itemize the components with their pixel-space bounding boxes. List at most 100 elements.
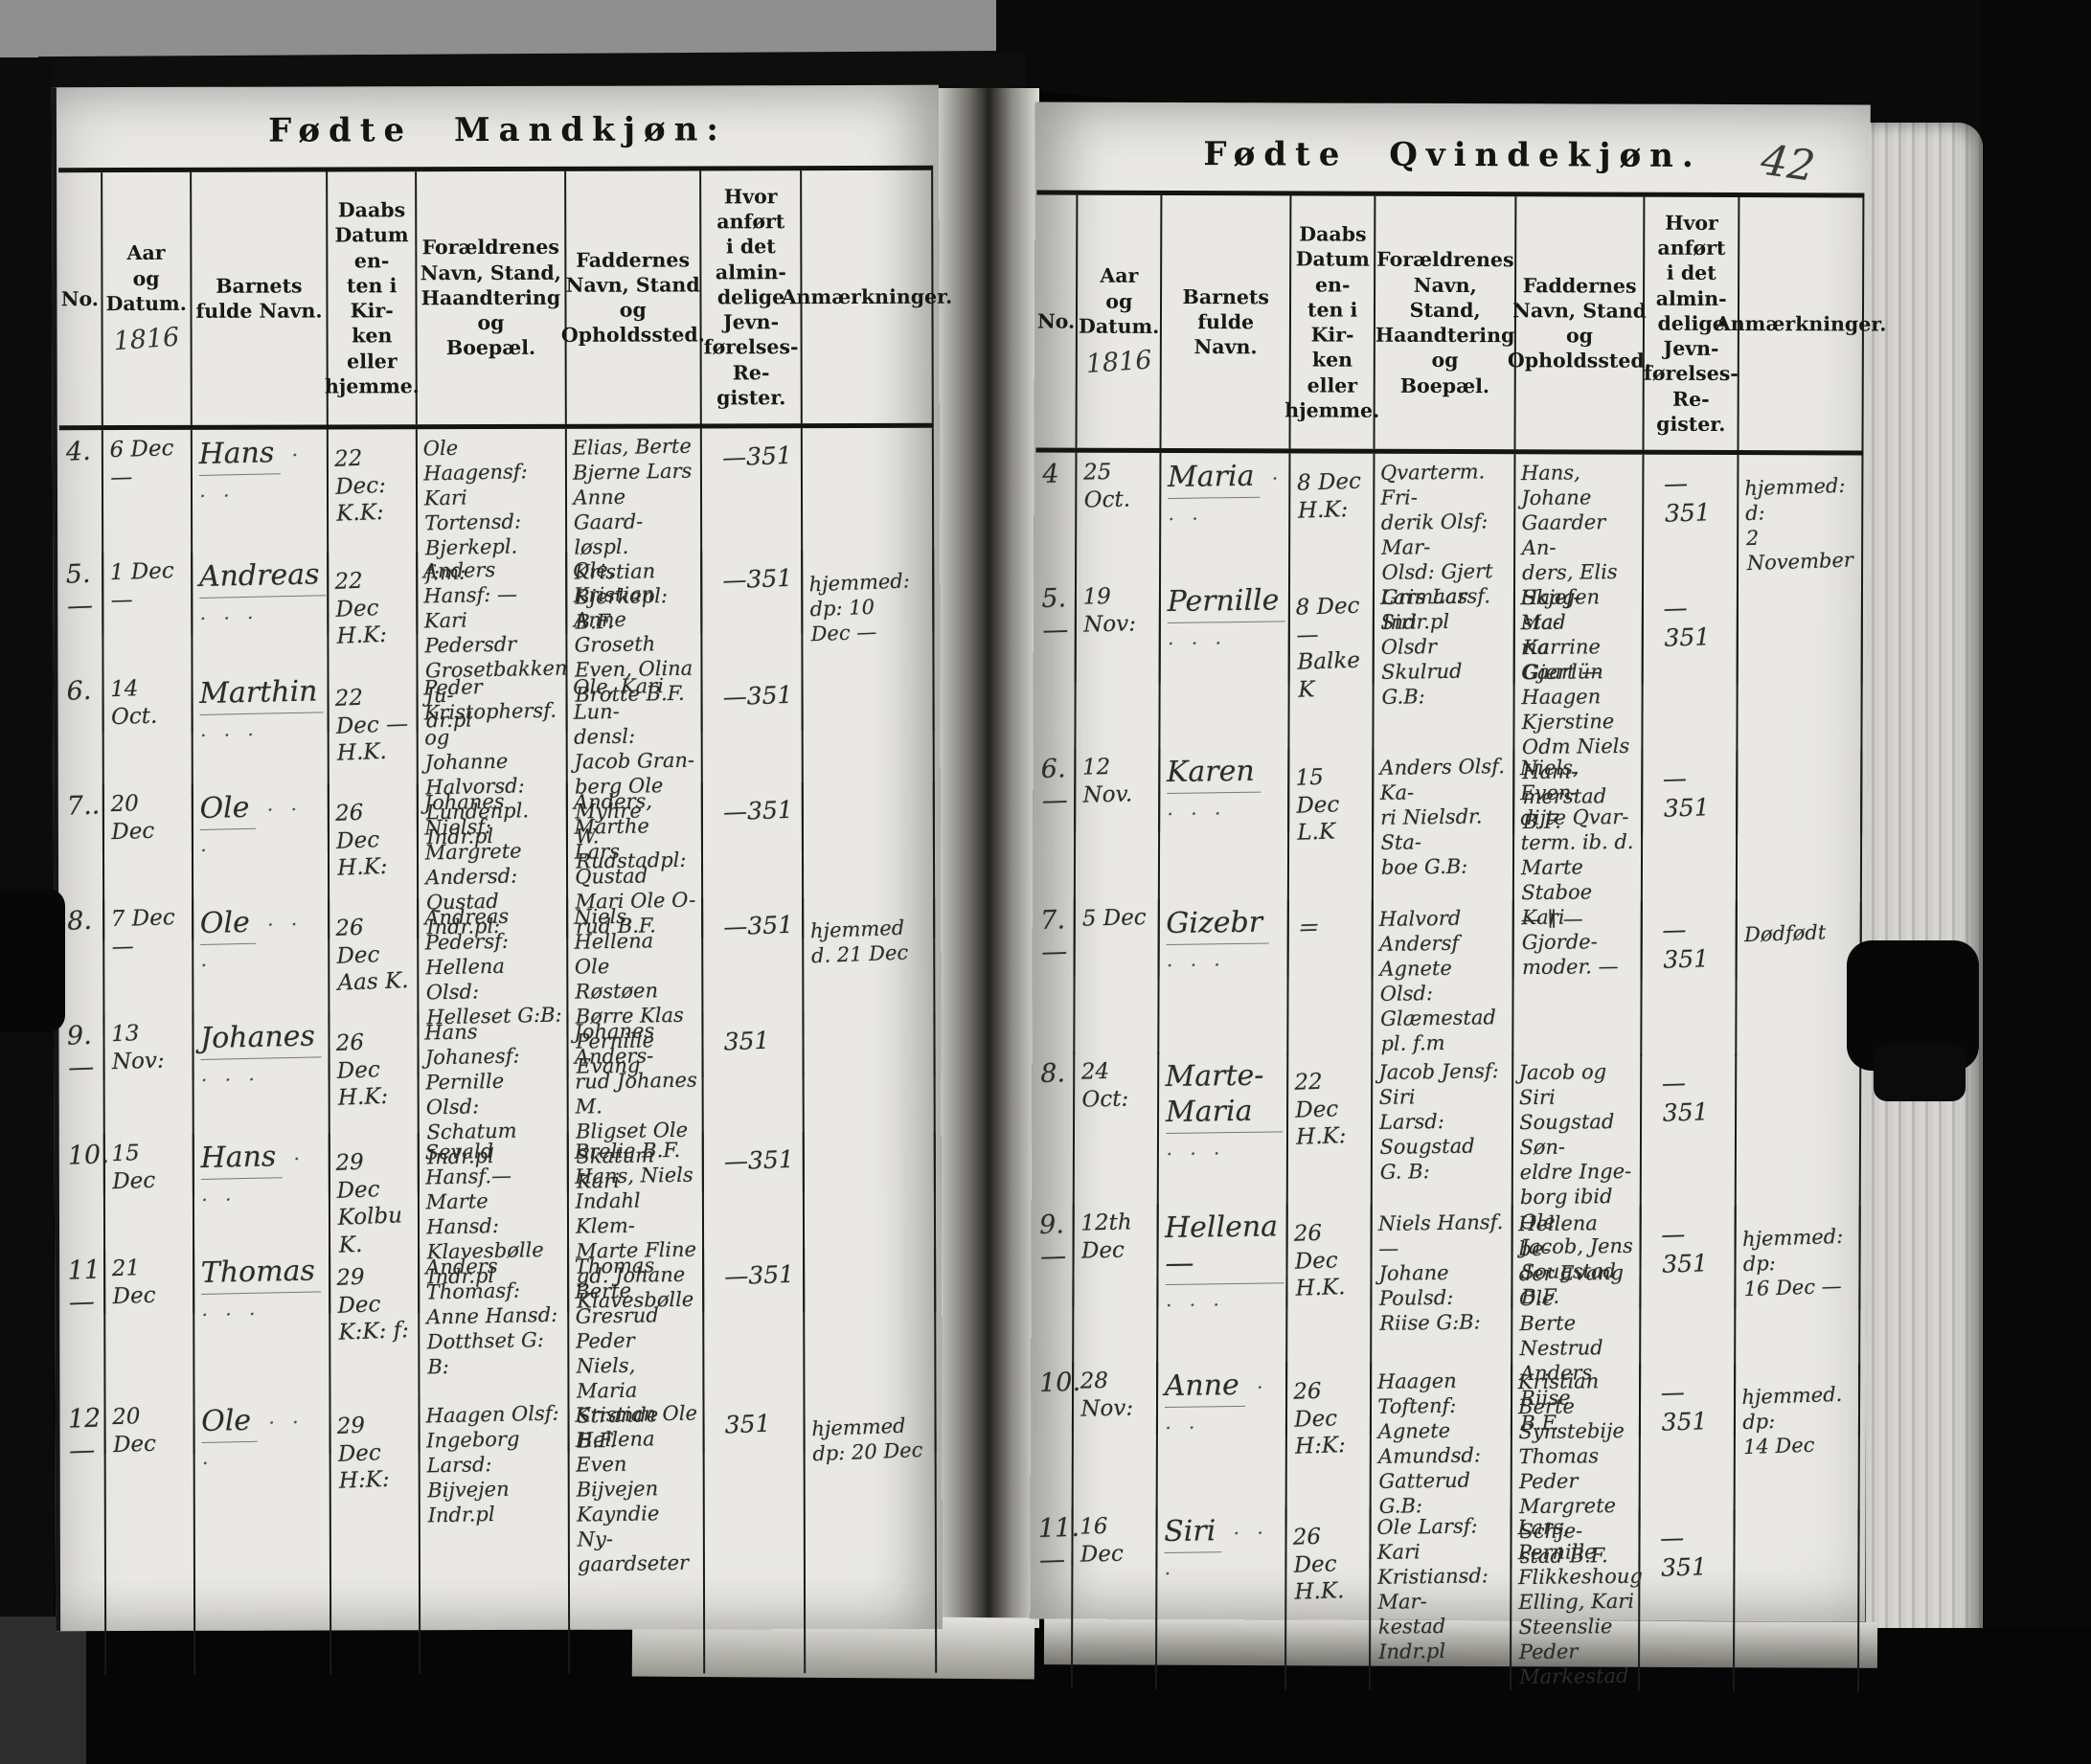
handwritten-no: 8.: [1039, 1058, 1066, 1090]
column-header-text: No.: [1036, 309, 1076, 333]
photo-bottom-left-corner: [0, 1617, 86, 1764]
handwritten-baptism: 26 Dec H.K:: [335, 1029, 389, 1111]
name-filler-dots: · · ·: [1166, 1293, 1226, 1318]
column-header-4: Forældrenes Navn, Stand, Haandtering og …: [1375, 195, 1517, 450]
cell-baptism: ＝: [1288, 899, 1375, 1056]
child-name: Hans: [197, 435, 281, 477]
handwritten-date: 12th Dec: [1080, 1210, 1133, 1264]
cell-name: Gizebr · · ·: [1159, 899, 1289, 1055]
handwritten-no: 11.—: [1037, 1512, 1080, 1576]
handwritten-parents: Halvord Andersf Agnete Olsd: Glæmestad p…: [1378, 906, 1497, 1056]
handwritten-name: Thomas · · ·: [200, 1253, 326, 1330]
handwritten-baptism: 26 Dec H:K:: [1292, 1378, 1347, 1459]
name-filler-dots: · · ·: [199, 722, 260, 748]
name-filler-dots: · · ·: [1166, 1142, 1226, 1166]
handwritten-register: —351: [721, 441, 793, 472]
handwritten-baptism: 29 Dec K:K: f:: [336, 1264, 410, 1346]
handwritten-name: Pernille · · ·: [1167, 582, 1286, 659]
handwritten-remarks: hjemmed: dp: 16 Dec —: [1741, 1224, 1844, 1301]
cell-godparents: Niels, Even- dijte Qvar- term. ib. d. Ma…: [1513, 749, 1644, 981]
child-name: Ole: [199, 904, 256, 946]
handwritten-date: 13 Nov:: [110, 1021, 165, 1074]
handwritten-remarks: hjemmed: d: 2 November: [1744, 473, 1854, 576]
handwritten-name: Ole · · ·: [200, 1401, 327, 1479]
handwritten-no: 4.: [65, 436, 92, 467]
handwritten-parents: Andreas Pedersf: Hellena Olsd: Helleset …: [424, 904, 563, 1029]
handwritten-no: 7..: [66, 790, 101, 822]
cell-date: 16 Dec: [1073, 1506, 1158, 1690]
column-header-text: Barnets fulde Navn.: [195, 274, 323, 323]
child-name: Ole: [200, 1402, 258, 1444]
child-name: Hellena —: [1165, 1209, 1285, 1286]
handwritten-date: 1 Dec —: [109, 558, 174, 613]
child-name: Anne: [1164, 1367, 1246, 1409]
handwritten-date: 6 Dec —: [108, 436, 174, 490]
handwritten-baptism: 22 Dec H.K:: [334, 568, 388, 649]
handwritten-baptism: 29 Dec Kolbu K.: [335, 1149, 403, 1258]
cell-no: 7. —: [1034, 898, 1077, 1054]
handwritten-year: 1816: [1084, 345, 1153, 380]
handwritten-name: Siri · · ·: [1164, 1512, 1282, 1589]
handwritten-godparents: Lars, Pernille Flikkeshoug Elling, Kari …: [1517, 1515, 1644, 1689]
handwritten-date: 5 Dec: [1081, 905, 1148, 932]
handwritten-register: —351: [722, 680, 793, 712]
left-record-table: No. Aar og Datum. 1816 Barnets fulde Navn. D…: [58, 165, 952, 1676]
cell-baptism: 26 Dec H.K.: [1286, 1507, 1372, 1690]
column-header-text: Aar og Datum.: [105, 241, 187, 315]
handwritten-register: —351: [723, 1259, 795, 1291]
handwritten-parents: Niels Hansf.— Johane Poulsd: Riise G:B:: [1377, 1210, 1504, 1336]
handwritten-name: Ole · · ·: [198, 788, 325, 866]
handwritten-date: 20 Dec: [109, 791, 155, 845]
handwritten-register: —351: [1662, 764, 1711, 823]
left-page-fodte-mandkjon: Fødte Mandkjøn: No. Aar og Datum. 1816 Barn…: [51, 84, 952, 1676]
column-header-2: Barnets fulde Navn.: [191, 171, 330, 425]
book-clasp-right-stud: [1874, 1044, 1966, 1101]
cell-baptism: 29 Dec H:K:: [330, 1396, 421, 1675]
record-row: 9.— 13 Nov: Johanes · · · 26 Dec H.K: Hans J…: [60, 1011, 936, 1195]
handwritten-register: —351: [1661, 916, 1710, 974]
column-header-text: Faddernes Navn, Stand og Opholdssted.: [1507, 273, 1651, 373]
cell-parents: Ole Larsf: Kari Kristiansd: Mar- kestad …: [1371, 1507, 1512, 1691]
handwritten-register: —351: [1659, 1524, 1708, 1582]
handwritten-name: Hans · · ·: [199, 1138, 326, 1215]
column-header-1: Aar og Datum. 1816: [1077, 194, 1163, 449]
column-header-text: No.: [60, 287, 99, 311]
record-row: 7. — 5 Dec Gizebr · · · ＝ Halvord Andersf Ag…: [1034, 898, 1862, 1057]
column-header-text: Faddernes Navn, Stand og Opholdssted.: [560, 248, 705, 348]
handwritten-register: —351: [1663, 469, 1712, 528]
book-clasp-left: [0, 889, 65, 1032]
name-filler-dots: · · ·: [200, 1067, 261, 1093]
column-header-5: Faddernes Navn, Stand og Opholdssted.: [1508, 196, 1651, 450]
handwritten-name: Marthin · · ·: [198, 673, 325, 751]
handwritten-baptism: ＝: [1295, 916, 1319, 942]
name-filler-dots: · · ·: [1168, 631, 1228, 656]
handwritten-no: 10.: [67, 1140, 110, 1171]
handwritten-baptism: 22 Dec — H.K.: [334, 685, 409, 766]
left-table-header: No. Aar og Datum. 1816 Barnets fulde Navn. D…: [58, 170, 952, 431]
handwritten-date: 28 Nov:: [1080, 1368, 1134, 1422]
column-header-3: Daabs Datum en- ten i Kir- ken eller hje…: [325, 171, 420, 425]
child-name: Siri: [1164, 1513, 1222, 1554]
handwritten-year: 1816: [112, 322, 181, 357]
handwritten-remarks: [1743, 1059, 1855, 1076]
cell-name: Siri · · ·: [1157, 1507, 1287, 1690]
handwritten-no: 4: [1041, 459, 1060, 490]
handwritten-name: Karen · · ·: [1167, 753, 1284, 829]
handwritten-remarks: hjemmed dp: 20 Dec: [810, 1413, 923, 1466]
right-record-table: No. Aar og Datum. 1816 Barnets fulde Navn. D…: [1031, 190, 1886, 1692]
record-row: 6.— 12 Nov. Karen · · · 15 Dec L.K Anders Ol…: [1034, 747, 1863, 981]
cell-remarks: hjemmed dp: 20 Dec: [805, 1394, 938, 1674]
page-block-edges: [1866, 123, 1983, 1647]
handwritten-parents: Anders Olsf. Ka- ri Nielsdr. Sta- boe G.…: [1379, 755, 1506, 880]
handwritten-date: 25 Oct.: [1082, 460, 1131, 513]
record-row: 8. 7 Dec — Ole · · · 26 Dec Aas K. Andreas P…: [60, 896, 936, 1080]
handwritten-baptism: 29 Dec H:K:: [336, 1413, 391, 1494]
column-header-0: No.: [1035, 194, 1079, 448]
column-header-text: Aar og Datum.: [1079, 264, 1160, 338]
handwritten-name: Andreas · · ·: [198, 556, 326, 634]
name-filler-dots: · · ·: [1167, 802, 1227, 826]
cell-remarks: Dødfødt: [1737, 901, 1862, 1057]
handwritten-remarks: hjemmed. dp: 14 Dec: [1741, 1382, 1843, 1459]
handwritten-remarks: [809, 432, 928, 450]
